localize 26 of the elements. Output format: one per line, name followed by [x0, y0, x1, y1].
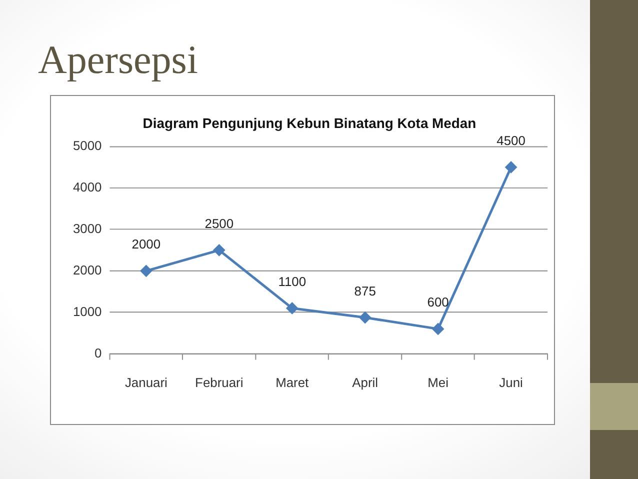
x-tick-label: Mei: [428, 375, 448, 390]
point: [432, 322, 444, 335]
data-label: 4500: [496, 132, 526, 148]
point: [140, 264, 152, 277]
chart-title: Apersepsi: [38, 36, 198, 84]
x-tick-label: April: [352, 375, 378, 390]
data-label: 1100: [278, 274, 306, 289]
x-tick-label: Januari: [124, 375, 168, 390]
point: [505, 161, 518, 174]
point: [359, 312, 372, 324]
point: [286, 302, 298, 314]
data-label: 2000: [132, 236, 161, 252]
x-tick-label: Februari: [195, 375, 244, 390]
point: [213, 244, 226, 256]
data-label: 875: [354, 283, 376, 298]
y-tick-label: 1000: [72, 304, 102, 319]
data-label: 600: [427, 294, 449, 310]
y-tick-label: 3000: [72, 220, 102, 236]
x-tick-label: Maret: [276, 375, 310, 390]
y-tick-label: 5000: [72, 138, 102, 154]
y-tick-label: 0: [94, 345, 102, 360]
x-tick-label: Juni: [499, 375, 523, 390]
chart-subtitle: Diagram Pengunjung Kebun Binatang Kota Medan: [142, 115, 476, 132]
y-tick-label: 4000: [72, 180, 102, 195]
y-tick-label: 2000: [72, 262, 102, 278]
data-label: 2500: [204, 216, 234, 231]
